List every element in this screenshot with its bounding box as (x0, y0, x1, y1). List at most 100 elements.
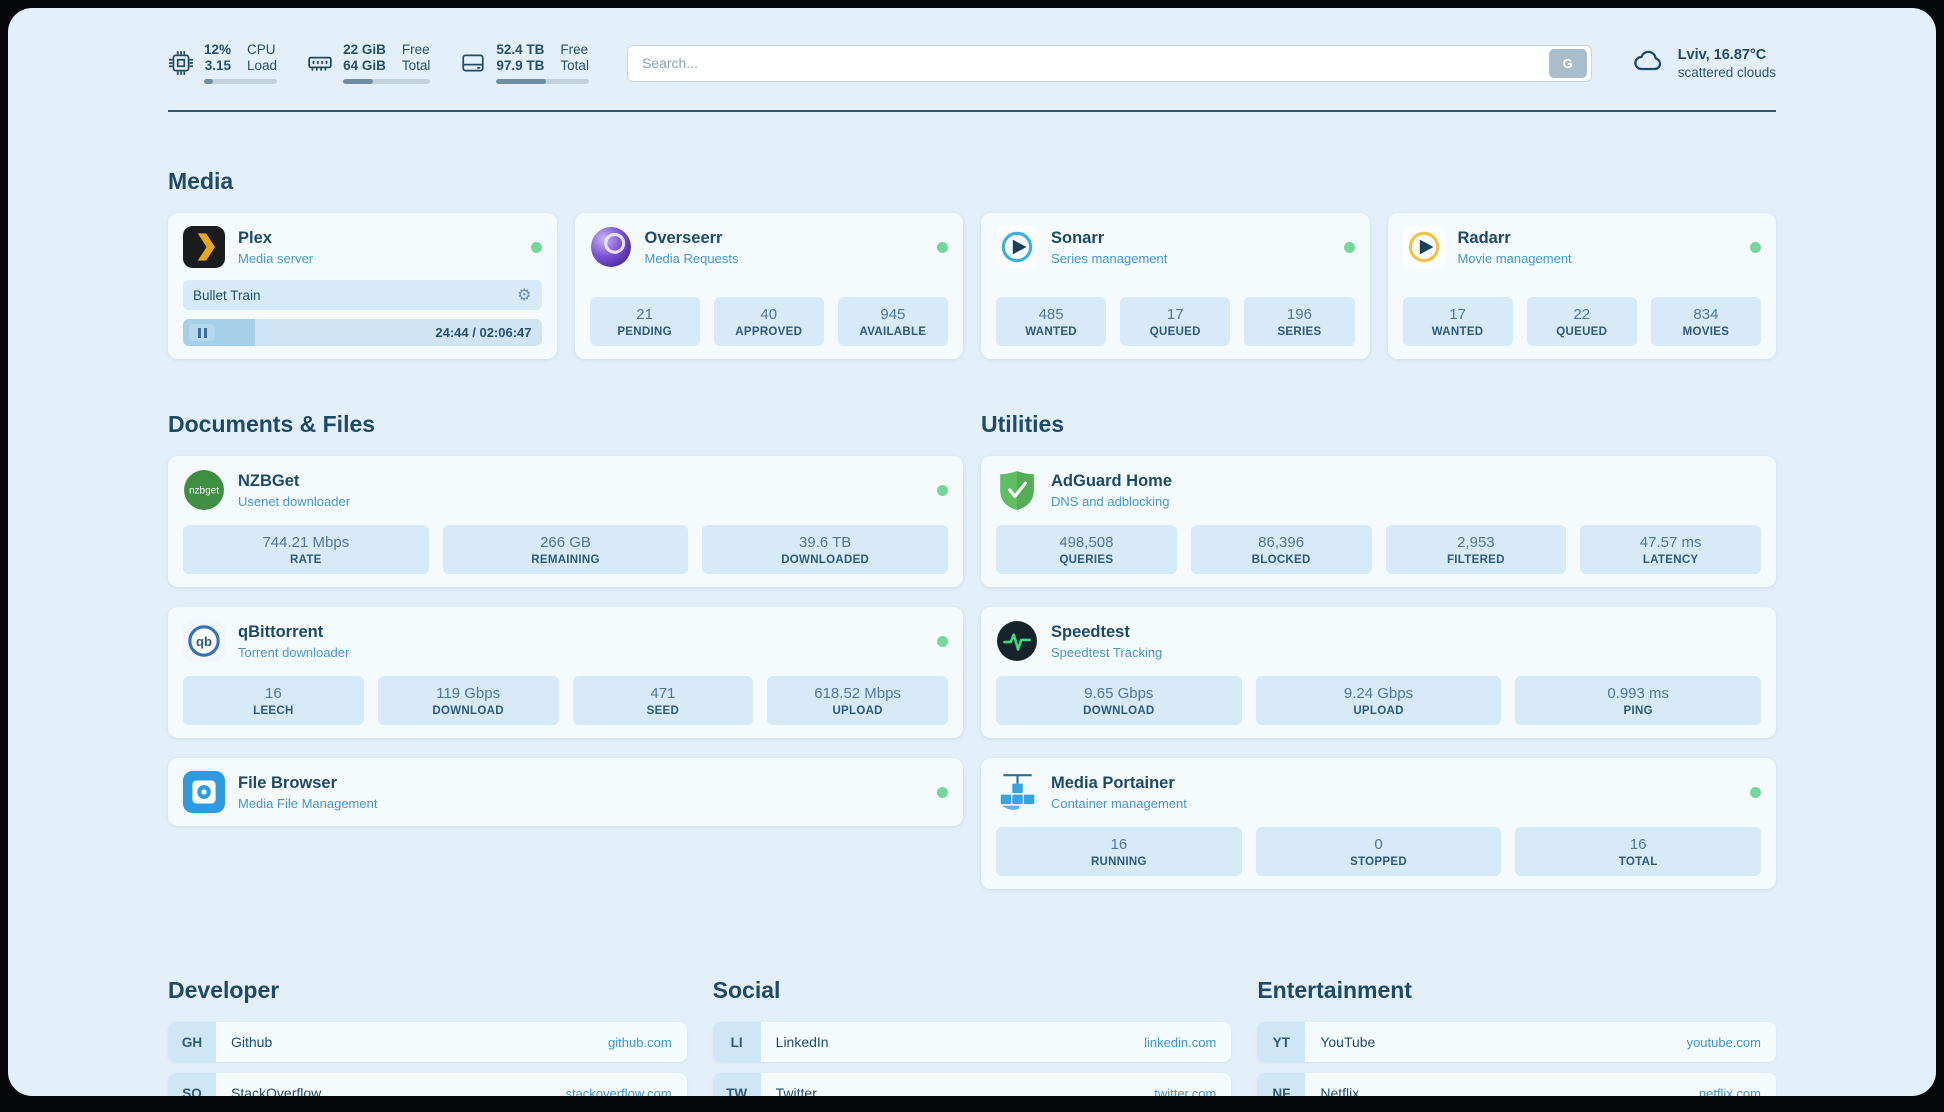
search-bar: G (626, 44, 1592, 82)
cloud-icon (1630, 45, 1666, 82)
app-subtitle: Speedtest Tracking (1051, 644, 1163, 660)
app-subtitle: Movie management (1457, 250, 1572, 266)
now-playing-strip: Bullet Train ⚙ (183, 280, 542, 310)
status-online-dot (1750, 241, 1761, 253)
qbittorrent-icon: qb (183, 620, 225, 662)
app-name: File Browser (238, 773, 338, 792)
nzbget-stat-downloaded: 39.6 TB DOWNLOADED (702, 525, 949, 574)
bookmark-linkedin[interactable]: LI LinkedIn linkedin.com (712, 1022, 1232, 1062)
app-link-portainer[interactable]: Media Portainer Container management (996, 771, 1761, 813)
bookmark-url: github.com (608, 1034, 672, 1050)
portainer-stat-running: 16 RUNNING (996, 827, 1242, 876)
app-link-overseerr[interactable]: Overseerr Media Requests (590, 226, 948, 268)
app-link-adguard[interactable]: AdGuard Home DNS and adblocking (996, 469, 1761, 511)
status-online-dot (937, 484, 948, 496)
settings-gear-icon[interactable]: ⚙ (517, 287, 532, 304)
now-playing-title: Bullet Train (193, 287, 261, 303)
search-engine-button[interactable]: G (1548, 48, 1587, 78)
nzbget-stat-rate: 744.21 Mbps RATE (183, 525, 429, 574)
ram-progress-fill (343, 79, 373, 84)
status-online-dot (937, 786, 948, 798)
plex-icon (183, 226, 225, 268)
media-heading: Media (168, 168, 234, 194)
disk-free-value: 52.4 TB (496, 42, 545, 57)
topbar-divider (168, 110, 1776, 112)
app-card-adguard: AdGuard Home DNS and adblocking 498,508 … (981, 456, 1776, 587)
weather-widget[interactable]: Lviv, 16.87°C scattered clouds (1630, 45, 1776, 82)
sonarr-stat-series: 196 SERIES (1244, 297, 1355, 346)
app-link-nzbget[interactable]: nzbget NZBGet Usenet downloader (183, 469, 948, 511)
ram-total-value: 64 GiB (343, 58, 386, 73)
social-heading: Social (712, 977, 781, 1003)
portainer-stat-stopped: 0 STOPPED (1255, 827, 1502, 876)
radarr-icon (1402, 226, 1445, 268)
qbittorrent-stat-seed: 471 SEED (572, 676, 754, 725)
app-link-qbittorrent[interactable]: qb qBittorrent Torrent downloader (183, 620, 948, 662)
bookmark-url: stackoverflow.com (565, 1085, 672, 1097)
bookmark-twitter[interactable]: TW Twitter twitter.com (712, 1073, 1232, 1097)
app-link-plex[interactable]: Plex Media server (183, 226, 542, 268)
bookmark-name: YouTube (1320, 1034, 1376, 1050)
bookmark-url: twitter.com (1154, 1085, 1217, 1097)
speedtest-stat-download: 9.65 Gbps DOWNLOAD (996, 676, 1242, 725)
bookmark-netflix[interactable]: NF Netflix netflix.com (1257, 1073, 1776, 1096)
pause-icon[interactable] (189, 324, 215, 341)
app-card-overseerr: Overseerr Media Requests 21 PENDING 40 A… (574, 213, 963, 359)
ram-icon (307, 50, 333, 76)
app-link-radarr[interactable]: Radarr Movie management (1402, 226, 1761, 268)
bookmark-youtube[interactable]: YT YouTube youtube.com (1257, 1022, 1776, 1062)
sonarr-icon (996, 226, 1038, 268)
playback-progressbar[interactable]: 24:44 / 02:06:47 (183, 319, 542, 346)
cpu-chip-icon (168, 50, 194, 76)
dashboard-page: 12% CPU 3.15 Load 22 GiB Free 64 GiB (8, 8, 1936, 1096)
app-link-sonarr[interactable]: Sonarr Series management (996, 226, 1355, 268)
status-online-dot (530, 241, 542, 253)
app-card-qbittorrent: qb qBittorrent Torrent downloader 16 LEE… (168, 607, 963, 738)
status-online-dot (937, 241, 948, 253)
status-online-dot (1343, 241, 1355, 253)
app-card-portainer: Media Portainer Container management 16 … (981, 758, 1776, 889)
documents-heading: Documents & Files (168, 411, 376, 437)
app-subtitle: Series management (1051, 250, 1168, 266)
app-link-speedtest[interactable]: Speedtest Speedtest Tracking (996, 620, 1761, 662)
sonarr-stat-queued: 17 QUEUED (1120, 297, 1231, 346)
adguard-stat-queries: 498,508 QUERIES (996, 525, 1177, 574)
app-link-filebrowser[interactable]: File Browser Media File Management (183, 771, 948, 813)
bookmark-name: LinkedIn (775, 1034, 829, 1050)
bookmark-github[interactable]: GH Github github.com (168, 1022, 687, 1062)
cpu-percent: 12% (204, 42, 232, 57)
filebrowser-icon (183, 771, 225, 813)
app-subtitle: Media Requests (644, 250, 739, 266)
app-subtitle: Torrent downloader (238, 644, 350, 660)
nzbget-stat-remaining: 266 GB REMAINING (442, 525, 689, 574)
app-name: Plex (238, 228, 272, 247)
app-subtitle: Container management (1051, 795, 1187, 811)
overseerr-stat-pending: 21 PENDING (589, 297, 700, 346)
bookmark-stackoverflow[interactable]: SO StackOverflow stackoverflow.com (168, 1073, 687, 1096)
developer-heading: Developer (168, 977, 280, 1003)
app-name: Sonarr (1051, 228, 1105, 247)
section-utilities: Utilities AdGuard Home DNS and adblockin… (981, 411, 1776, 889)
bookmark-name: Github (231, 1034, 273, 1050)
app-name: Radarr (1457, 228, 1511, 247)
search-input[interactable] (627, 55, 1549, 71)
adguard-stat-blocked: 86,396 BLOCKED (1190, 525, 1372, 574)
cpu-label-2: Load (247, 58, 278, 73)
cpu-load-value: 3.15 (204, 58, 232, 73)
disk-label-1: Free (560, 42, 589, 57)
app-card-nzbget: nzbget NZBGet Usenet downloader 744.21 M… (168, 456, 963, 587)
app-name: NZBGet (238, 471, 300, 490)
disk-total-value: 97.9 TB (496, 58, 545, 73)
overseerr-stat-approved: 40 APPROVED (713, 297, 824, 346)
app-card-sonarr: Sonarr Series management 485 WANTED 17 Q… (981, 213, 1370, 359)
bookmark-name: Twitter (775, 1085, 817, 1096)
speedtest-stat-ping: 0.993 ms PING (1515, 676, 1762, 725)
portainer-icon (996, 771, 1038, 813)
app-subtitle: Media File Management (238, 795, 378, 811)
app-name: AdGuard Home (1051, 471, 1173, 490)
bookmark-url: youtube.com (1686, 1034, 1761, 1050)
weather-location: Lviv, 16.87°C (1677, 46, 1767, 63)
overseerr-icon (590, 226, 632, 268)
app-card-speedtest: Speedtest Speedtest Tracking 9.65 Gbps D… (981, 607, 1776, 738)
bookmark-abbr: GH (168, 1022, 216, 1062)
